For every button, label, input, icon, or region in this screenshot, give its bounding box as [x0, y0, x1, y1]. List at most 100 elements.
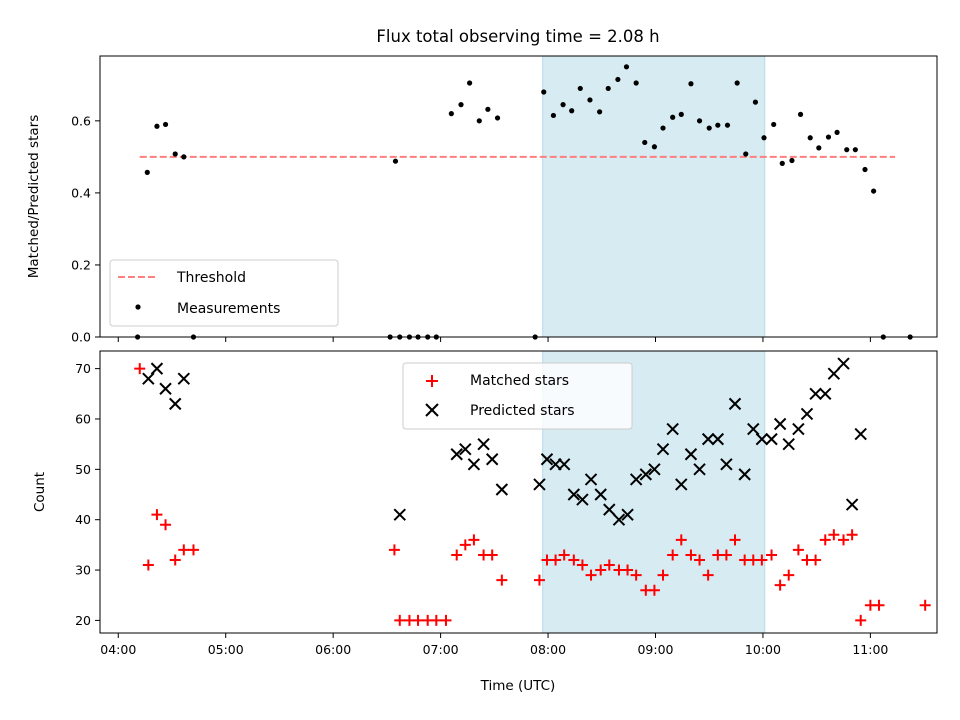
predicted-star-point — [477, 437, 490, 451]
matched-star-point — [440, 614, 452, 626]
x-tick-label: 07:00 — [423, 642, 459, 657]
predicted-star-point — [701, 432, 715, 446]
top-x-ticks — [117, 337, 871, 342]
measurement-point — [485, 106, 491, 112]
measurement-point — [587, 97, 593, 103]
measurement-point — [615, 76, 621, 83]
measurement-point — [706, 125, 712, 131]
matched-star-point — [394, 614, 406, 626]
predicted-star-point — [557, 458, 571, 471]
predicted-star-point — [639, 468, 653, 481]
predicted-star-point — [648, 463, 661, 476]
measurement-point — [494, 115, 501, 121]
measurement-point — [633, 80, 639, 86]
matched-star-point — [603, 559, 615, 571]
predicted-star-point — [755, 432, 769, 446]
matched-star-point — [169, 554, 181, 566]
predicted-star-point — [169, 397, 182, 411]
matched-star-point — [702, 569, 714, 581]
matched-star-point — [729, 534, 741, 546]
measurement-point — [569, 108, 575, 114]
measurement-point — [172, 151, 178, 157]
measurement-point — [476, 118, 482, 124]
predicted-star-point — [747, 422, 760, 436]
measurement-point — [825, 134, 832, 140]
x-tick-label: 10:00 — [745, 642, 781, 657]
matched-star-point — [550, 554, 562, 566]
bottom-panel: 20 30 40 50 60 70 04:00 05:00 06:00 07:00 08:00 09… — [32, 350, 938, 694]
measurement-point — [752, 99, 759, 105]
measurement-point — [392, 158, 399, 164]
predicted-stars-points — [142, 357, 867, 526]
measurement-point — [852, 147, 858, 153]
predicted-star-point — [837, 357, 850, 370]
legend-predicted-label: Predicted stars — [470, 403, 575, 419]
measurement-point — [834, 129, 840, 135]
predicted-star-point — [792, 422, 805, 436]
matched-star-point — [657, 569, 669, 581]
legend-measurements-label: Measurements — [177, 301, 280, 317]
matched-star-point — [187, 544, 199, 556]
measurement-point — [816, 145, 822, 151]
predicted-star-point — [629, 473, 643, 486]
top-legend-box — [109, 259, 339, 327]
measurement-point — [688, 81, 694, 87]
top-y-tick-label: 0.4 — [71, 185, 91, 200]
measurement-point — [144, 169, 150, 175]
predicted-star-point — [393, 508, 406, 521]
measurement-point — [724, 122, 731, 128]
matched-star-point — [648, 584, 660, 596]
predicted-star-point — [854, 427, 867, 441]
matched-star-point — [675, 534, 687, 546]
measurement-point — [696, 118, 703, 124]
bottom-y-tick-label: 30 — [75, 563, 91, 578]
measurement-point — [871, 188, 877, 194]
legend-matched-label: Matched stars — [470, 373, 569, 389]
matched-star-point — [774, 579, 786, 591]
predicted-star-point — [845, 498, 859, 511]
bottom-legend-box — [402, 362, 633, 430]
bottom-legend: Matched stars Predicted stars — [402, 362, 633, 430]
predicted-star-point — [656, 442, 670, 456]
predicted-star-point — [720, 458, 733, 471]
predicted-star-point — [621, 508, 634, 521]
matched-star-point — [828, 529, 840, 541]
measurement-point — [162, 121, 169, 128]
matched-star-point — [873, 599, 885, 611]
measurement-point — [651, 144, 658, 150]
predicted-star-point — [827, 367, 841, 380]
x-tick-label: 06:00 — [315, 642, 351, 657]
matched-star-point — [667, 549, 679, 561]
predicted-star-point — [666, 422, 679, 436]
matched-star-point — [496, 574, 508, 586]
measurement-point — [467, 80, 473, 86]
measurement-point — [560, 102, 566, 108]
measurement-point — [541, 89, 547, 95]
measurement-point — [550, 112, 557, 119]
top-y-tick-label: 0.2 — [71, 257, 91, 272]
matched-star-point — [685, 549, 697, 561]
matched-star-point — [855, 614, 867, 626]
predicted-star-point — [150, 362, 164, 375]
predicted-star-point — [728, 397, 742, 411]
predicted-star-point — [594, 488, 607, 501]
measurement-point — [678, 111, 684, 117]
matched-star-point — [792, 544, 804, 556]
measurement-point — [734, 80, 740, 86]
predicted-star-point — [467, 458, 481, 471]
measurement-points — [135, 64, 913, 340]
bottom-y-tick-label: 20 — [75, 613, 91, 628]
matched-star-point — [622, 564, 634, 576]
predicted-star-point — [450, 448, 463, 461]
matched-star-point — [846, 529, 858, 541]
x-tick-label: 04:00 — [100, 642, 136, 657]
predicted-star-point — [567, 488, 581, 501]
measurement-point — [181, 154, 187, 160]
measurement-point — [448, 111, 454, 117]
x-tick-label: 05:00 — [208, 642, 244, 657]
top-y-tick-label: 0.6 — [71, 113, 91, 128]
legend-matched-swatch — [426, 375, 438, 387]
matched-star-point — [585, 569, 597, 581]
matched-star-point — [595, 564, 607, 576]
